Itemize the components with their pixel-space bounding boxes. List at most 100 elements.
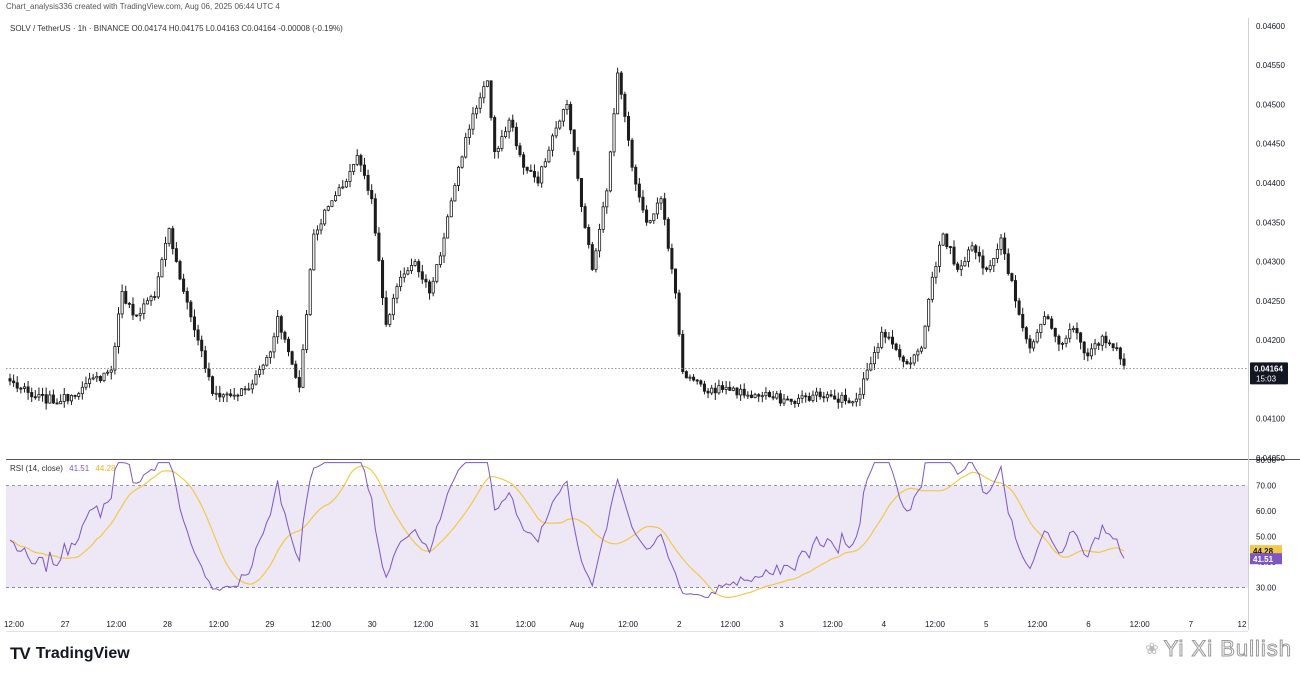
time-tick-label: 2	[677, 620, 682, 629]
time-tick-label: 12:00	[106, 620, 127, 629]
candle-body	[634, 166, 638, 185]
candle-body	[1068, 329, 1072, 339]
rsi-legend[interactable]: RSI (14, close) 41.51 44.28	[10, 464, 115, 473]
candle-body	[670, 247, 674, 270]
candle-body	[890, 336, 895, 345]
candle-body	[453, 185, 457, 202]
rsi-tick-label: 80.00	[1256, 456, 1277, 465]
candle-body	[62, 394, 66, 402]
candle-body	[102, 372, 106, 381]
candle-body	[1042, 316, 1046, 325]
candle-body	[836, 398, 840, 403]
candle-body	[681, 333, 685, 372]
candle-body	[250, 383, 254, 390]
candle-body	[315, 229, 319, 235]
candle-body	[337, 187, 341, 197]
candle-body	[970, 245, 974, 251]
candle-body	[789, 398, 793, 402]
candle-body	[811, 394, 815, 401]
candle-body	[493, 117, 497, 152]
candle-body	[554, 127, 558, 137]
candle-body	[19, 387, 23, 390]
candle-body	[420, 271, 424, 280]
candle-body	[793, 401, 797, 404]
time-tick-label: 4	[882, 620, 887, 629]
candle-body	[905, 361, 909, 365]
candle-body	[616, 72, 620, 115]
candle-body	[522, 154, 526, 168]
candle-body	[684, 371, 688, 379]
candle-body	[1046, 316, 1050, 320]
candle-body	[435, 264, 439, 282]
candle-body	[637, 183, 641, 198]
symbol-legend[interactable]: SOLV / TetherUS · 1h · BINANCE O0.04174 …	[10, 24, 343, 33]
rsi-ma-line	[9, 465, 1125, 599]
candle-body	[652, 213, 656, 222]
candle-body	[348, 170, 352, 182]
candle-body	[446, 216, 450, 239]
candle-body	[496, 148, 500, 152]
candle-body	[381, 260, 385, 299]
candle-body	[261, 364, 265, 370]
candle-body	[312, 233, 316, 271]
candle-body	[757, 394, 761, 397]
price-tick-label: 0.04200	[1256, 336, 1285, 345]
candle-body	[489, 80, 493, 118]
candle-body	[1118, 347, 1122, 360]
candle-body	[30, 392, 34, 398]
candle-body	[326, 206, 330, 211]
price-tick-label: 0.04400	[1256, 179, 1285, 188]
candle-body	[352, 163, 356, 172]
candle-body	[254, 374, 258, 385]
candle-body	[833, 395, 837, 400]
candle-body	[225, 393, 229, 396]
tradingview-brand[interactable]: TV TradingView	[10, 644, 130, 664]
candle-body	[583, 206, 587, 228]
candle-body	[775, 393, 779, 399]
candle-body	[768, 391, 772, 398]
candle-body	[623, 93, 627, 117]
candle-body	[66, 394, 70, 402]
candle-body	[778, 393, 782, 404]
candle-body	[91, 377, 95, 380]
candle-body	[594, 250, 598, 270]
candle-body	[290, 351, 294, 365]
candle-body	[572, 129, 576, 152]
candle-body	[934, 266, 938, 278]
candle-body	[417, 261, 421, 273]
candle-body	[1039, 323, 1043, 333]
candle-body	[598, 228, 602, 252]
candle-body	[279, 316, 283, 333]
candle-body	[1071, 327, 1075, 330]
candle-body	[995, 249, 999, 259]
candle-body	[540, 166, 544, 184]
candle-body	[33, 396, 37, 399]
candle-body	[1100, 335, 1104, 346]
candle-body	[156, 276, 160, 298]
candle-body	[1021, 314, 1025, 329]
candle-body	[44, 394, 48, 404]
time-tick-label: 30	[368, 620, 377, 629]
candle-body	[37, 394, 41, 398]
candle-body	[153, 296, 157, 298]
candle-body	[1010, 273, 1014, 281]
candle-body	[135, 314, 139, 317]
candle-body	[529, 169, 533, 172]
candle-body	[236, 394, 240, 397]
watermark: ❀ Yi Xi Bullish	[1145, 636, 1292, 662]
candle-body	[923, 325, 927, 349]
candle-body	[319, 223, 323, 231]
time-tick-label: 5	[984, 620, 989, 629]
candle-body	[330, 200, 334, 207]
time-tick-label: 12:00	[413, 620, 434, 629]
candle-body	[608, 151, 612, 192]
candle-body	[717, 385, 721, 394]
candle-body	[869, 363, 873, 371]
candle-body	[449, 200, 453, 218]
candle-body	[1086, 352, 1090, 357]
candle-body	[699, 380, 703, 385]
candle-body	[514, 126, 518, 147]
candle-body	[424, 278, 428, 283]
candle-body	[543, 161, 547, 168]
